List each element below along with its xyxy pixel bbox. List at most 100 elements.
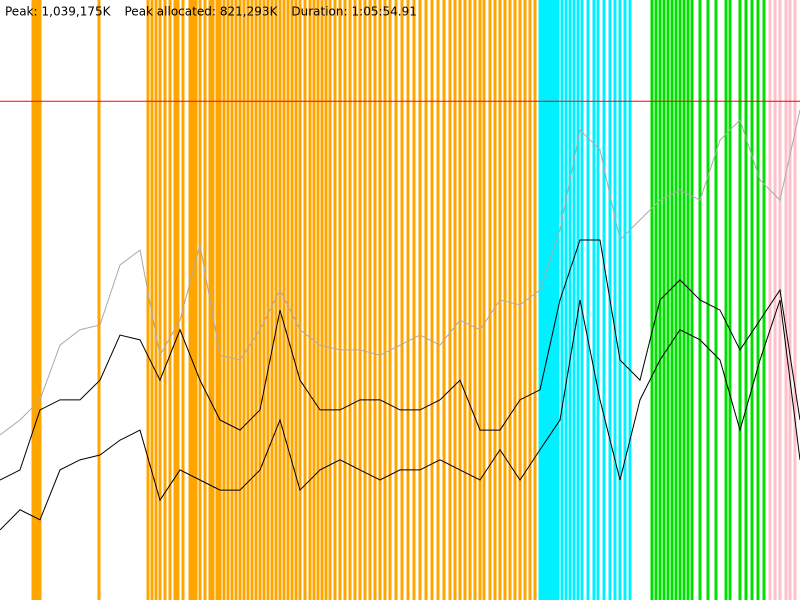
event-stripe [176, 0, 180, 600]
lines [0, 100, 800, 531]
event-stripe [286, 0, 290, 600]
event-stripe [150, 0, 154, 600]
event-stripe [154, 0, 158, 600]
event-stripe [363, 0, 367, 600]
event-stripe [528, 0, 532, 600]
event-stripe [473, 0, 477, 600]
event-stripe [250, 0, 254, 600]
header: Peak: 1,039,175K Peak allocated: 821,293K Du… [5, 5, 417, 19]
event-stripe [262, 0, 266, 600]
event-stripe [324, 0, 328, 600]
event-stripe [412, 0, 416, 600]
event-stripe [191, 0, 195, 600]
event-stripe [33, 0, 37, 600]
series-line [0, 109, 800, 436]
event-stripe [333, 0, 337, 600]
event-stripe [242, 0, 246, 600]
event-stripe [706, 0, 710, 600]
event-stripe [35, 0, 39, 600]
event-stripe [572, 0, 576, 600]
event-stripe [682, 0, 686, 600]
event-stripe [674, 0, 678, 600]
event-stripe [188, 0, 192, 600]
event-stripe [513, 0, 517, 600]
event-stripe [738, 0, 742, 600]
event-stripe [298, 0, 302, 600]
event-stripe [338, 0, 342, 600]
event-stripe [538, 0, 542, 600]
event-stripe [270, 0, 274, 600]
event-stripe [586, 0, 590, 600]
event-stripe [666, 0, 670, 600]
event-stripe [215, 0, 219, 600]
event-stripe [418, 0, 422, 600]
event-stripe [564, 0, 568, 600]
event-stripe [353, 0, 357, 600]
event-stripe [686, 0, 690, 600]
event-stripe [654, 0, 658, 600]
event-stripe [596, 0, 600, 600]
event-stripe [198, 0, 202, 600]
stat-value: 1:05:54.91 [352, 5, 417, 19]
event-stripe [553, 0, 557, 600]
event-stripe [550, 0, 554, 600]
event-stripe [533, 0, 537, 600]
event-stripe [246, 0, 250, 600]
event-stripe [230, 0, 234, 600]
event-stripe [400, 0, 404, 600]
event-stripe [468, 0, 472, 600]
event-stripe [508, 0, 512, 600]
event-stripe [541, 0, 545, 600]
event-stripe [158, 0, 162, 600]
stat-label: Peak: [5, 5, 38, 19]
event-stripe [690, 0, 694, 600]
event-stripe [442, 0, 446, 600]
event-stripe [163, 0, 167, 600]
event-stripe [146, 0, 150, 600]
event-stripe [793, 0, 797, 600]
event-stripe [258, 0, 262, 600]
event-stripe [278, 0, 282, 600]
event-stripe [662, 0, 666, 600]
event-stripe [97, 0, 101, 600]
event-stripe [424, 0, 428, 600]
event-stripe [238, 0, 242, 600]
stat-value: 821,293K [220, 5, 279, 19]
stat-label: Duration: [291, 5, 347, 19]
event-stripe [768, 0, 772, 600]
event-stripe [788, 0, 792, 600]
events [31, 0, 797, 600]
event-stripe [756, 0, 760, 600]
event-stripe [458, 0, 462, 600]
event-stripe [436, 0, 440, 600]
event-stripe [383, 0, 387, 600]
event-stripe [343, 0, 347, 600]
event-stripe [503, 0, 507, 600]
event-stripe [388, 0, 392, 600]
event-stripe [222, 0, 226, 600]
event-stripe [773, 0, 777, 600]
event-stripe [38, 0, 42, 600]
event-stripe [523, 0, 527, 600]
event-stripe [714, 0, 718, 600]
event-stripe [31, 0, 35, 600]
event-stripe [282, 0, 286, 600]
event-stripe [744, 0, 748, 600]
event-stripe [234, 0, 238, 600]
event-stripe [373, 0, 377, 600]
event-stripe [294, 0, 298, 600]
event-stripe [194, 0, 198, 600]
event-stripe [463, 0, 467, 600]
event-stripe [316, 0, 320, 600]
event-stripe [623, 0, 627, 600]
event-stripe [592, 0, 596, 600]
event-stripe [602, 0, 606, 600]
event-stripe [430, 0, 434, 600]
series-line [0, 239, 800, 481]
event-stripe [728, 0, 732, 600]
event-stripe [181, 0, 185, 600]
event-stripe [762, 0, 766, 600]
event-stripe [448, 0, 452, 600]
